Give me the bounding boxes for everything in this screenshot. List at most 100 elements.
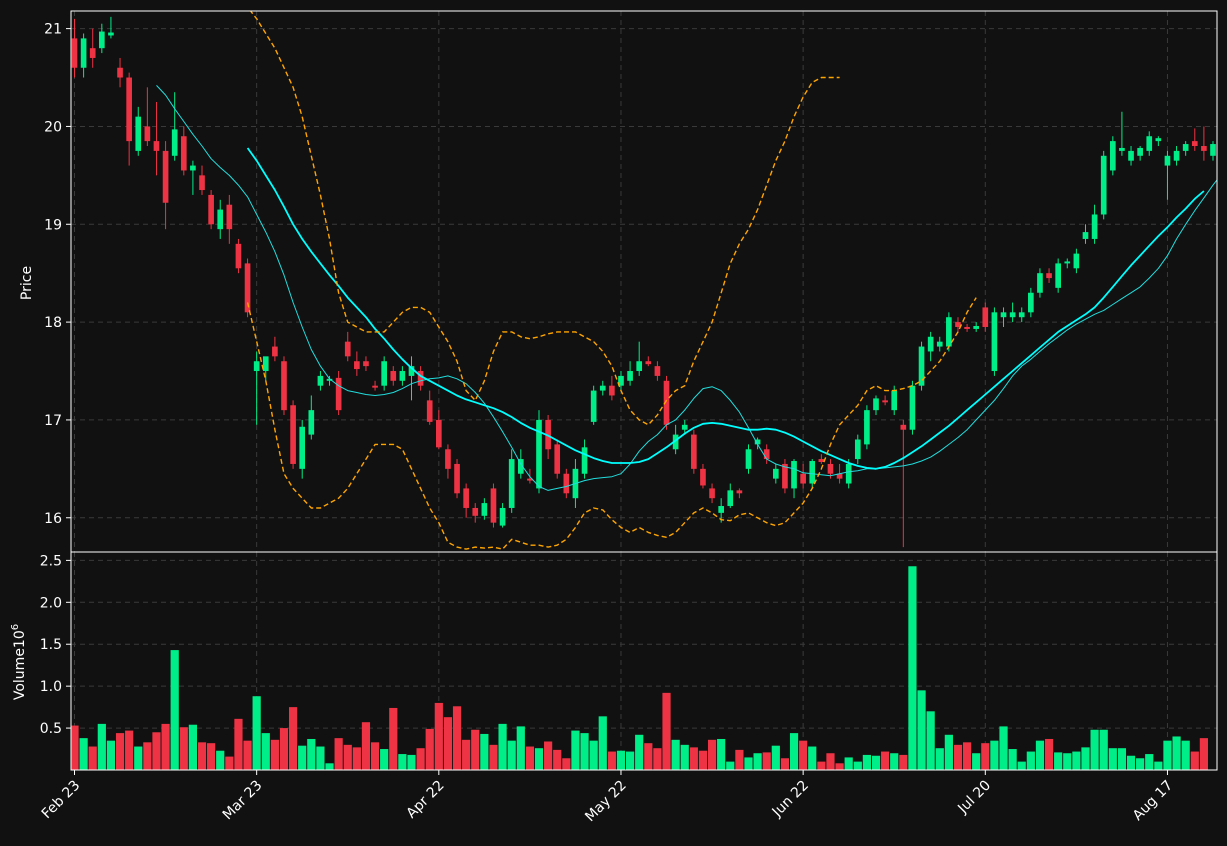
candle-body-up	[718, 506, 724, 513]
candle-body-up	[727, 490, 733, 506]
volume-bar	[644, 743, 652, 770]
volume-bar	[972, 753, 980, 770]
candle-body-down	[709, 488, 715, 498]
candle-body-down	[390, 371, 396, 381]
price-y-tick-label: 21	[44, 22, 62, 38]
candle-body-up	[482, 503, 488, 516]
candle-body-up	[400, 371, 406, 381]
volume-bar	[544, 741, 552, 770]
volume-bar	[781, 758, 789, 770]
candle-body-down	[372, 386, 378, 388]
volume-bar	[1109, 748, 1117, 770]
volume-bar	[1100, 730, 1108, 770]
candle-body-down	[1201, 146, 1207, 151]
volume-bar	[571, 731, 579, 770]
candle-body-down	[819, 459, 825, 462]
volume-bar	[708, 740, 716, 770]
candle-body-down	[336, 378, 342, 410]
candle-body-up	[636, 361, 642, 371]
candle-body-down	[454, 464, 460, 493]
candle-body-up	[1174, 151, 1180, 161]
candle-body-up	[791, 461, 797, 488]
volume-bar	[480, 734, 488, 770]
candle-body-down	[117, 68, 123, 78]
volume-bar	[98, 724, 106, 770]
volume-bar	[216, 751, 224, 770]
volume-bar	[1127, 756, 1135, 770]
candle-body-down	[491, 488, 497, 522]
volume-bar	[225, 757, 233, 770]
volume-y-tick-label: 1.0	[40, 679, 62, 695]
volume-bar	[690, 747, 698, 770]
volume-bar	[653, 748, 661, 770]
volume-bar	[999, 726, 1007, 770]
volume-bar	[562, 758, 570, 770]
candle-body-up	[864, 410, 870, 444]
volume-y-tick-label: 1.5	[40, 637, 62, 653]
volume-bar	[498, 724, 506, 770]
volume-bar	[854, 762, 862, 770]
candle-body-up	[627, 371, 633, 381]
candle-body-down	[472, 508, 478, 516]
candle-body-down	[436, 420, 442, 447]
candle-body-up	[1019, 312, 1025, 317]
candle-body-up	[582, 447, 588, 473]
candle-body-up	[263, 356, 269, 371]
candle-body-up	[217, 210, 223, 230]
price-y-tick-label: 18	[44, 315, 62, 331]
volume-bar	[735, 750, 743, 770]
volume-bar	[1182, 741, 1190, 770]
volume-bar	[1163, 741, 1171, 770]
volume-bar	[353, 747, 361, 770]
volume-bar	[508, 741, 516, 770]
candle-body-down	[445, 449, 451, 469]
candle-body-up	[99, 32, 105, 49]
volume-bar	[672, 740, 680, 770]
volume-bar	[316, 747, 324, 770]
candle-body-up	[190, 166, 196, 171]
candle-body-down	[901, 425, 907, 430]
candle-body-down	[345, 342, 351, 357]
volume-bar	[426, 729, 434, 770]
candle-body-up	[381, 361, 387, 385]
candle-body-up	[873, 398, 879, 410]
candle-body-up	[318, 376, 324, 386]
volume-axis-label-text: Volume	[12, 648, 28, 700]
candle-body-up	[1010, 312, 1016, 317]
candle-body-down	[564, 474, 570, 494]
volume-bar	[453, 706, 461, 770]
volume-bar	[243, 741, 251, 770]
volume-bar	[617, 751, 625, 770]
volume-bar	[790, 733, 798, 770]
volume-bar	[963, 742, 971, 770]
candle-body-up	[1183, 144, 1189, 151]
candle-body-down	[354, 361, 360, 369]
volume-bar	[990, 741, 998, 770]
candle-body-up	[682, 425, 688, 430]
candle-body-up	[1037, 273, 1043, 293]
candle-body-up	[1119, 148, 1125, 151]
volume-bar	[626, 752, 634, 770]
price-y-tick-label: 19	[44, 217, 62, 233]
volume-bar	[198, 742, 206, 770]
volume-bar	[772, 746, 780, 770]
volume-bar	[1018, 762, 1026, 770]
candle-body-down	[427, 400, 433, 422]
volume-axis-label-exponent-base: 10	[12, 630, 28, 648]
volume-axis-label-exponent-power: 6	[10, 624, 21, 630]
volume-bar	[371, 742, 379, 770]
volume-bar	[826, 753, 834, 770]
candle-body-up	[1055, 263, 1061, 287]
candle-body-up	[254, 361, 260, 371]
candle-body-down	[609, 386, 615, 396]
candle-body-down	[281, 361, 287, 410]
candle-body-up	[1092, 214, 1098, 238]
volume-bar	[335, 738, 343, 770]
volume-bar	[398, 754, 406, 770]
volume-bar	[143, 742, 151, 770]
candle-body-down	[964, 327, 970, 329]
candle-body-up	[308, 410, 314, 434]
candle-body-down	[655, 366, 661, 376]
volume-bar	[444, 717, 452, 770]
